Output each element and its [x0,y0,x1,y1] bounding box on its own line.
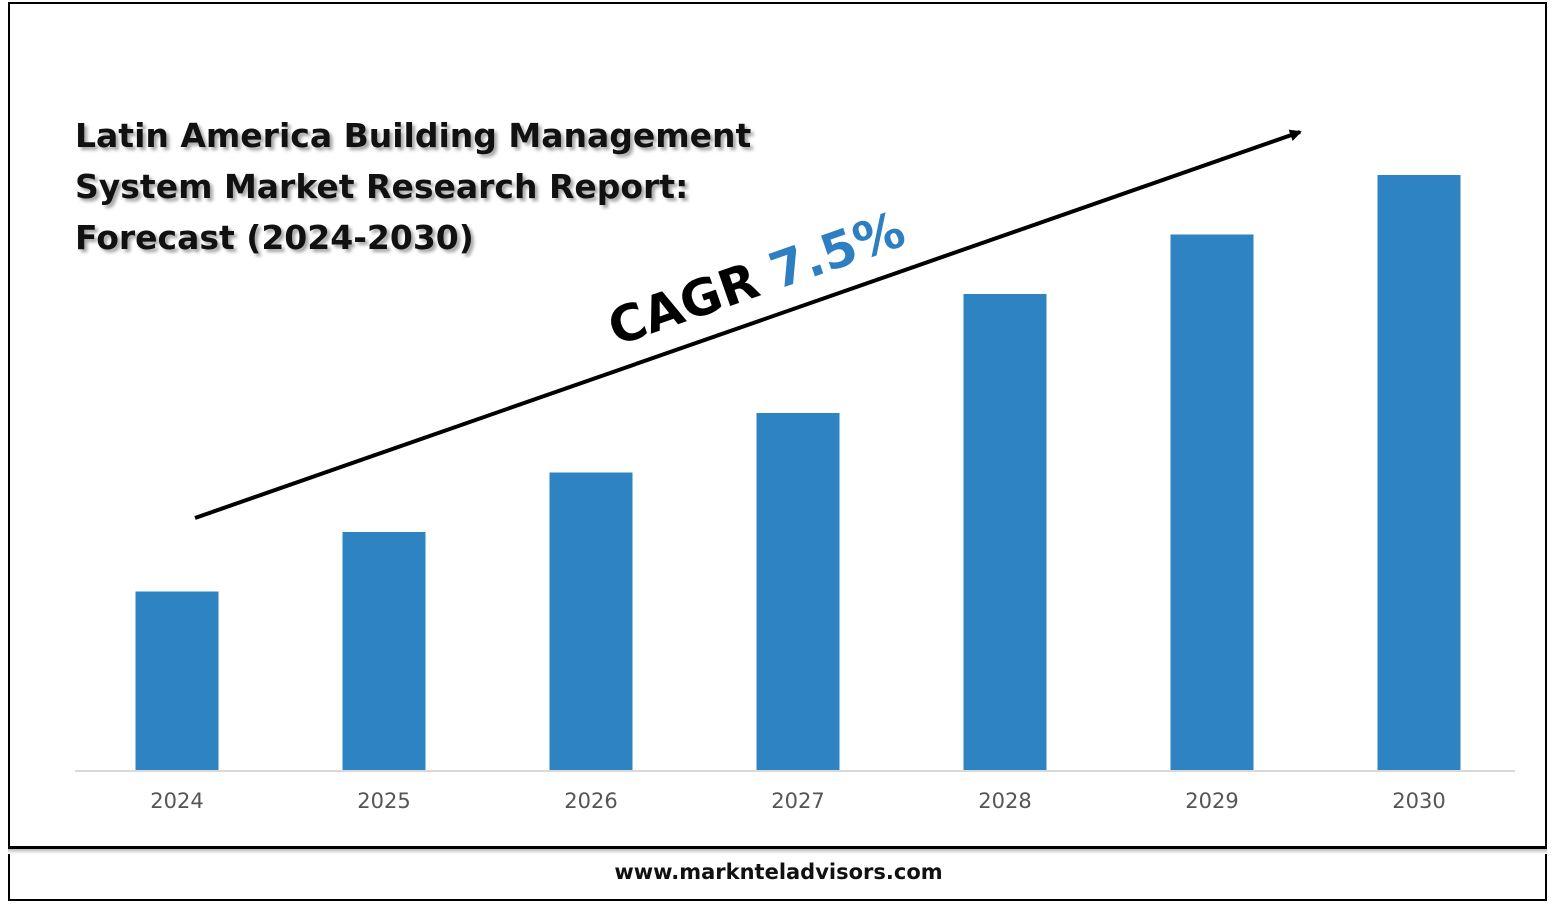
x-tick-2030: 2030 [1392,789,1445,813]
x-tick-2024: 2024 [150,789,203,813]
bar-2028 [963,294,1047,770]
bar-2024 [135,591,219,770]
bar-2030 [1377,175,1461,770]
bars-group [135,175,1461,770]
x-tick-2028: 2028 [978,789,1031,813]
cagr-label: CAGR [601,251,766,357]
cagr-annotation: CAGR7.5% [601,200,912,357]
footer-divider [8,846,1547,854]
trend-arrow [194,129,1302,520]
x-tick-2027: 2027 [771,789,824,813]
title-line-1: Latin America Building Management [75,116,752,155]
footer-website[interactable]: www.marknteladvisors.com [614,860,943,884]
x-tick-2026: 2026 [564,789,617,813]
bar-2026 [549,472,633,770]
cagr-value: 7.5% [762,200,912,301]
bar-2027 [756,413,840,770]
x-axis-ticks: 2024 2025 2026 2027 2028 2029 2030 [150,789,1445,813]
bar-2025 [342,532,426,770]
title-line-3: Forecast (2024-2030) [75,218,474,257]
chart-title: Latin America Building Management System… [75,110,835,263]
bar-2029 [1170,234,1254,770]
title-line-2: System Market Research Report: [75,167,689,206]
x-tick-2025: 2025 [357,789,410,813]
x-tick-2029: 2029 [1185,789,1238,813]
